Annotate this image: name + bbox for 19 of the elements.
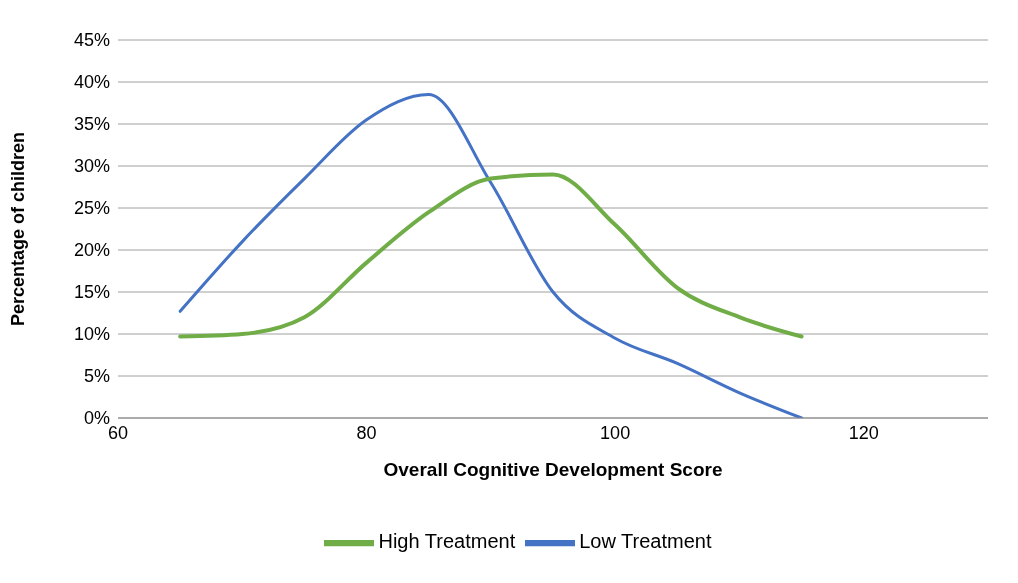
y-tick-label: 45%	[73, 30, 110, 51]
y-axis-title: Percentage of children	[8, 131, 29, 327]
line-series	[178, 93, 804, 418]
y-tick-label: 5%	[83, 366, 110, 387]
y-tick-label: 15%	[73, 282, 110, 303]
legend-label: High Treatment	[378, 530, 516, 553]
y-tick-label: 40%	[73, 72, 110, 93]
y-tick-label: 10%	[73, 324, 110, 345]
y-tick-label: 20%	[73, 240, 110, 261]
y-tick-label: 25%	[73, 198, 110, 219]
x-tick-label: 100	[600, 422, 631, 443]
legend-label: Low Treatment	[579, 530, 712, 553]
y-tick-label: 0%	[83, 408, 110, 429]
x-tick-label: 120	[848, 422, 879, 443]
y-tick-label: 35%	[73, 114, 110, 135]
y-tick-label: 30%	[73, 156, 110, 177]
x-axis-title: Overall Cognitive Development Score	[383, 459, 723, 481]
line-series	[178, 172, 804, 339]
x-tick-label: 80	[356, 422, 377, 443]
